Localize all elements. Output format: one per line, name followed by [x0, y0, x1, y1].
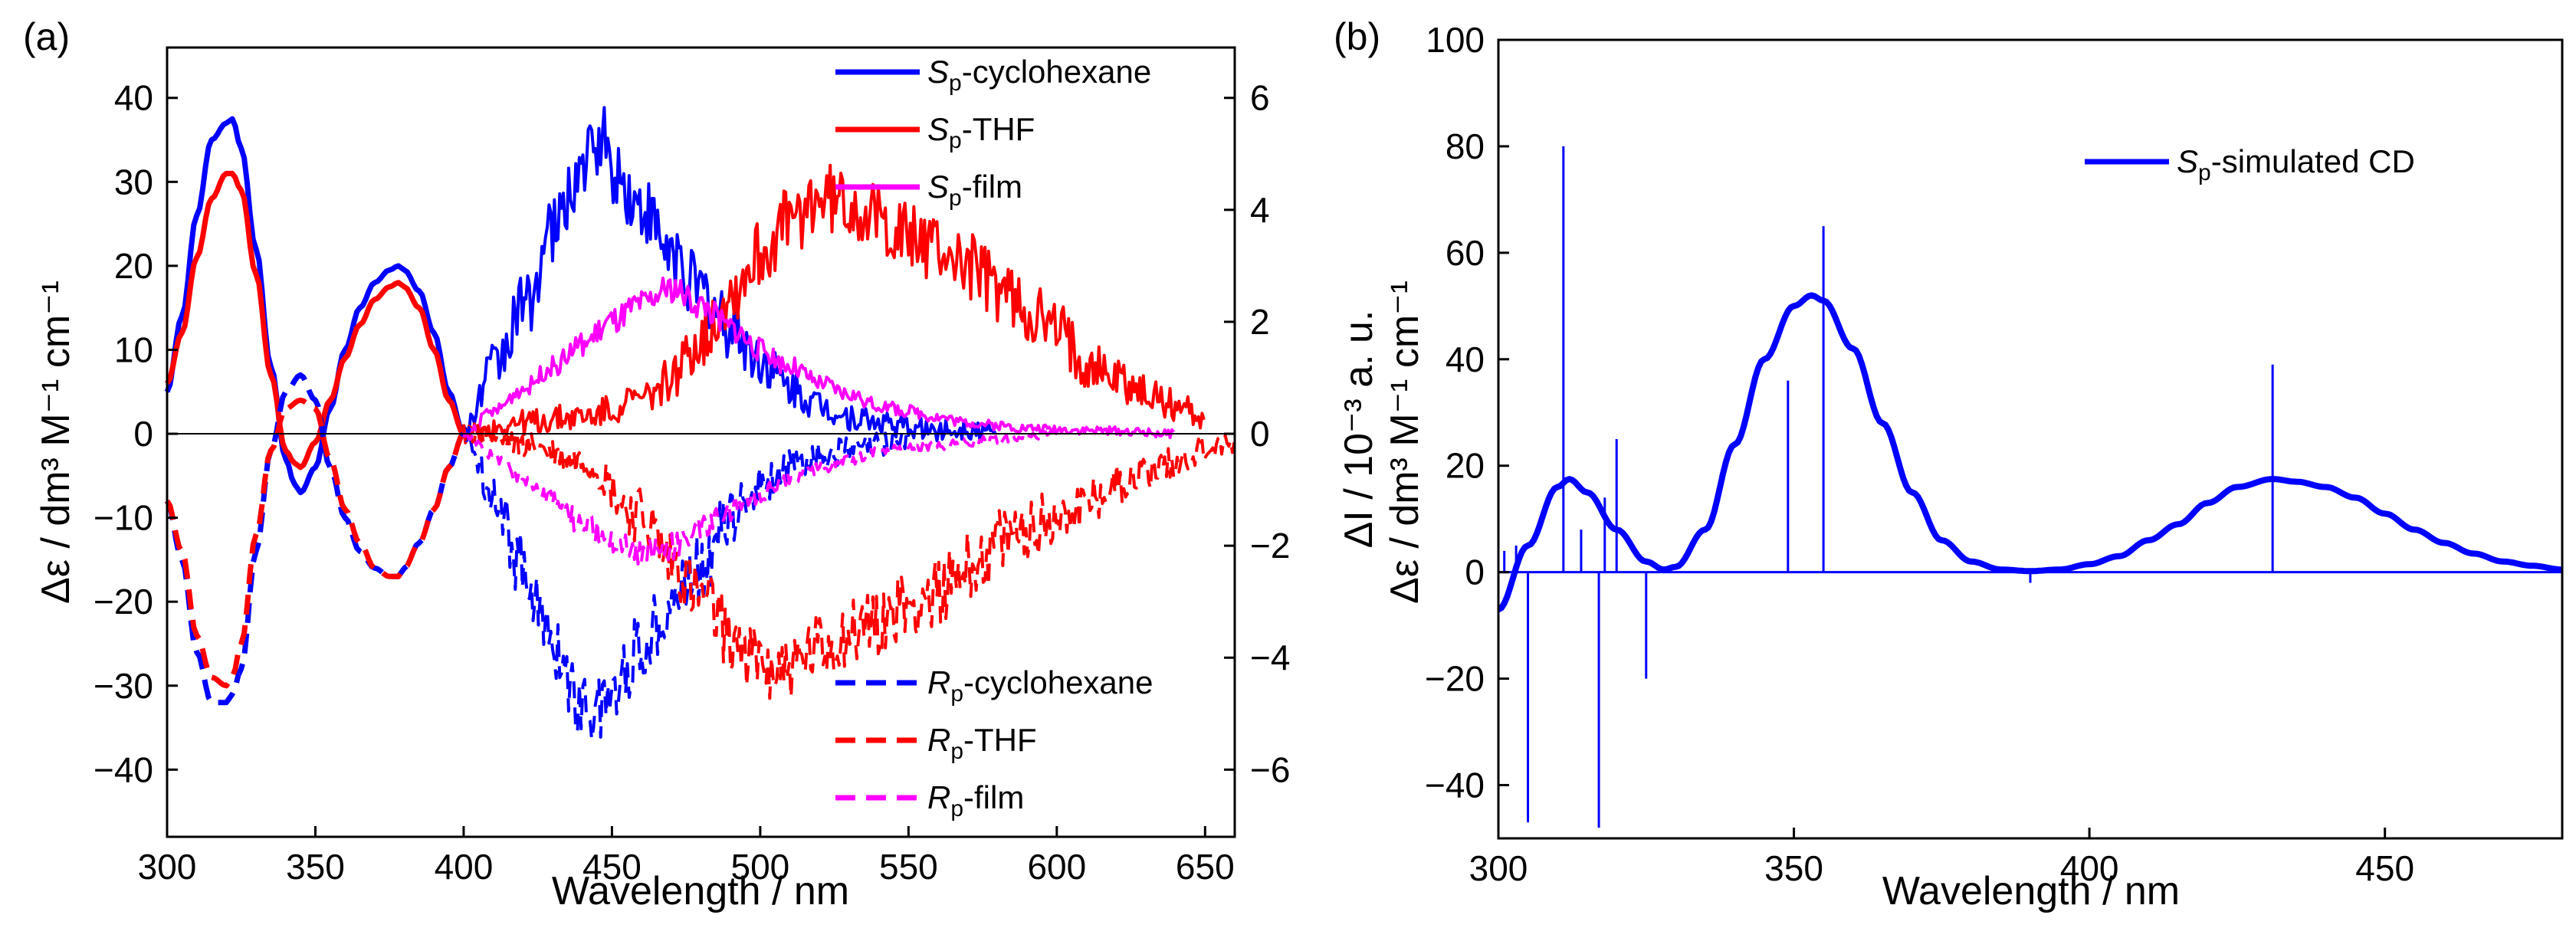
panel-b-legend: Sp-simulated CD — [2085, 143, 2415, 185]
panel-a-y-tick-label-left-5: 10 — [114, 330, 153, 369]
panel-a-series-sp-film-cpl — [462, 276, 1175, 440]
panel-a-y-ticks-left: −40 −30 −20 −10 0 10 20 30 40 — [94, 78, 178, 789]
panel-b-y-axis-label: Δε / dm³ M⁻¹ cm⁻¹ — [1383, 280, 1427, 604]
panel-a-r-legend-label-2: Rp-film — [927, 779, 1024, 821]
panel-a-series-rp-cyclohexane-cd — [164, 372, 466, 706]
panel-a-x-tick-label-7: 650 — [1176, 847, 1235, 887]
panel-b-curves — [1497, 292, 2563, 612]
panel-a-y-tick-label-right-6: 6 — [1250, 78, 1270, 118]
panel-a-series-rp-cyclohexane-cpl — [462, 425, 908, 741]
panel-b-y-tick-label-6: 80 — [1446, 126, 1485, 166]
panel-b-label: (b) — [1334, 15, 1380, 58]
panel-a-y-axis-label-left: Δε / dm³ M⁻¹ cm⁻¹ — [34, 280, 78, 604]
panel-a-s-legend-label-1: Sp-THF — [927, 111, 1035, 153]
panel-a-y-tick-label-left-8: 40 — [114, 78, 153, 118]
panel-b-x-tick-label-2: 400 — [2060, 848, 2119, 888]
panel-a-y-tick-label-left-3: −10 — [94, 498, 153, 538]
panel-a-r-legend-entry-2: Rp-film — [835, 779, 1024, 821]
panel-a-s-legend-entry-0: Sp-cyclohexane — [835, 54, 1151, 96]
panel-b-y-tick-label-3: 20 — [1446, 446, 1485, 486]
panel-a-x-tick-label-3: 450 — [582, 847, 642, 887]
panel-a-s-legend-entry-2: Sp-film — [835, 169, 1022, 211]
panel-a-y-tick-label-left-1: −30 — [94, 666, 153, 706]
panel-b-x-tick-label-1: 350 — [1764, 848, 1823, 888]
panel-b-x-ticks: 300 350 400 450 — [1469, 828, 2414, 888]
panel-a-legend-s: Sp-cyclohexane Sp-THF Sp-film — [835, 54, 1151, 211]
panel-a-y-tick-label-right-2: −2 — [1250, 526, 1290, 566]
panel-b-frame — [1497, 38, 2564, 840]
panel-a-x-ticks: 300 350 400 450 500 550 600 650 — [138, 826, 1235, 887]
panel-b-y-tick-label-4: 40 — [1446, 339, 1485, 379]
panel-b-sticks — [1503, 146, 2274, 828]
panel-a-x-tick-label-5: 550 — [879, 847, 938, 887]
panel-a-s-legend-label-0: Sp-cyclohexane — [927, 54, 1151, 96]
panel-a-series-rp-film-cpl — [462, 429, 1058, 566]
panel-a-x-tick-label-2: 400 — [435, 847, 494, 887]
panel-b-legend-entry-0: Sp-simulated CD — [2085, 143, 2415, 185]
panel-a: (a) 300 350 400 450 500 550 600 650 −40−30−20−1… — [23, 15, 1381, 913]
panel-a-series-sp-cyclohexane-cd — [164, 116, 466, 496]
panel-a-x-tick-label-6: 600 — [1027, 847, 1086, 887]
panel-a-y-tick-label-right-0: −6 — [1250, 749, 1290, 789]
panel-a-x-tick-label-0: 300 — [138, 847, 197, 887]
panel-a-r-legend-label-1: Rp-THF — [927, 722, 1037, 764]
panel-b-series-sp-simulated-cd — [1497, 292, 2563, 612]
panel-a-series-rp-thf-cpl — [461, 424, 1236, 700]
panel-a-y-tick-label-right-4: 2 — [1250, 302, 1270, 342]
panel-a-legend-r: Rp-cyclohexane Rp-THF Rp-film — [835, 664, 1153, 821]
panel-b-y-tick-label-0: −40 — [1425, 766, 1485, 805]
panel-a-y-tick-label-left-7: 30 — [114, 162, 153, 202]
panel-a-s-legend-entry-1: Sp-THF — [835, 111, 1035, 153]
panel-b-y-ticks: −40 −20 0 20 40 60 80 100 — [1425, 20, 1509, 805]
panel-a-y-tick-label-right-1: −4 — [1250, 638, 1290, 677]
panel-a-x-axis-label: Wavelength / nm — [552, 869, 849, 913]
panel-b-x-tick-label-3: 450 — [2355, 848, 2414, 888]
panel-a-r-legend-entry-0: Rp-cyclohexane — [835, 664, 1153, 707]
panel-a-y-tick-label-left-4: 0 — [133, 414, 153, 454]
panel-a-y-axis-label-right: ΔI / 10⁻³ a. u. — [1337, 310, 1381, 549]
panel-a-series-sp-thf-cpl — [461, 163, 1206, 444]
panel-b: (b) 300 350 400 450 −40 −20 0 20 40 60 80 100 Wave… — [1334, 15, 2564, 913]
panel-a-y-tick-label-right-5: 4 — [1250, 190, 1270, 230]
panel-b-y-tick-label-7: 100 — [1426, 20, 1485, 60]
panel-a-r-legend-entry-1: Rp-THF — [835, 722, 1037, 764]
panel-a-y-tick-label-left-6: 20 — [114, 246, 153, 286]
panel-a-curves — [164, 106, 1236, 741]
panel-a-y-tick-label-left-0: −40 — [94, 749, 153, 789]
panel-a-x-tick-label-4: 500 — [731, 847, 790, 887]
panel-a-x-tick-label-1: 350 — [286, 847, 345, 887]
panel-b-y-tick-label-2: 0 — [1465, 553, 1485, 592]
panel-a-y-tick-label-right-3: 0 — [1250, 414, 1270, 454]
panel-b-y-tick-label-1: −20 — [1425, 659, 1485, 699]
panel-a-y-ticks-right: −6 −4 −2 0 2 4 6 — [1224, 78, 1290, 789]
panel-b-x-axis-label: Wavelength / nm — [1882, 869, 2180, 913]
panel-a-y-tick-label-left-2: −20 — [94, 582, 153, 621]
panel-a-series-rp-thf-cd — [165, 397, 466, 689]
panel-b-legend-label-0: Sp-simulated CD — [2177, 143, 2415, 185]
panel-a-series-sp-thf-cd — [165, 170, 466, 471]
panel-b-y-tick-label-5: 60 — [1446, 233, 1485, 273]
panel-a-series-sp-cyclohexane-cpl — [463, 106, 997, 443]
panel-a-label: (a) — [23, 15, 70, 58]
panel-a-r-legend-label-0: Rp-cyclohexane — [927, 664, 1153, 707]
panel-a-s-legend-label-2: Sp-film — [927, 169, 1022, 211]
panel-b-x-tick-label-0: 300 — [1469, 848, 1528, 888]
panel-a-frame — [166, 46, 1236, 838]
